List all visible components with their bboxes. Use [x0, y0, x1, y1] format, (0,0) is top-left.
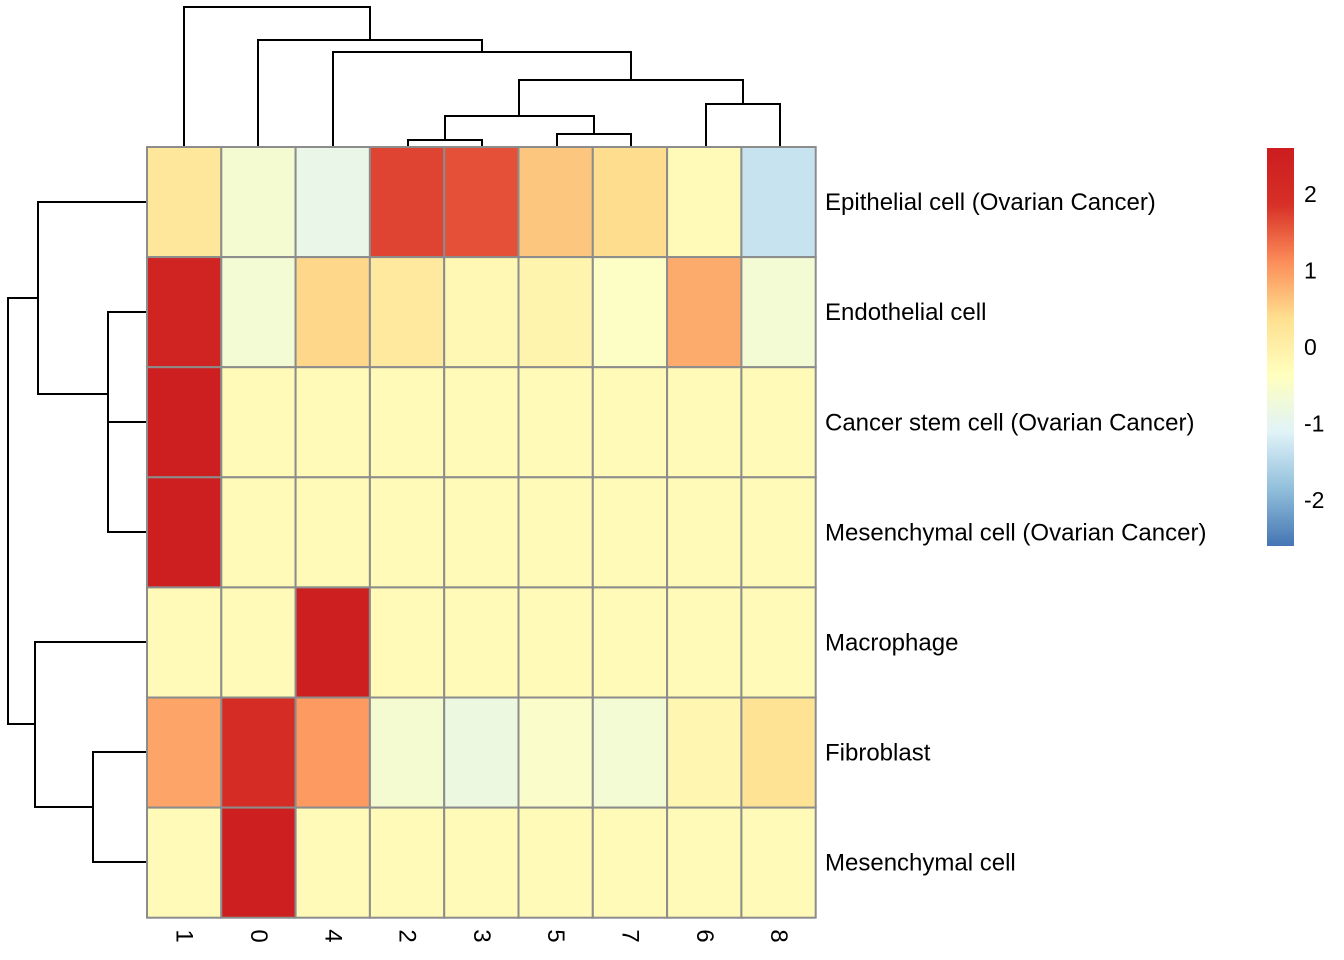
row-dendrogram-lines — [7, 201, 146, 863]
heatmap-cell — [146, 696, 223, 809]
legend-color-bar — [1267, 148, 1294, 546]
legend-tick-label: -1 — [1304, 411, 1324, 437]
heatmap-cell — [443, 366, 520, 479]
heatmap-cell — [666, 256, 743, 369]
heatmap-cell — [740, 476, 817, 589]
heatmap-cell — [591, 586, 669, 699]
heatmap-cell — [146, 586, 223, 699]
column-dendrogram — [183, 6, 781, 146]
heatmap-cell — [666, 696, 743, 809]
column-labels: 1 0 4 2 3 5 7 6 8 — [171, 929, 792, 942]
heatmap-cell — [517, 146, 594, 259]
legend-tick-label: 2 — [1304, 181, 1317, 207]
heatmap-cell — [666, 146, 743, 259]
legend-ticks: 2 1 0 -1 -2 — [1304, 181, 1324, 513]
heatmap-cell — [666, 806, 743, 919]
heatmap-cell — [368, 146, 446, 259]
heatmap-cell — [517, 256, 594, 369]
column-label: 7 — [616, 929, 643, 942]
heatmap-cell — [294, 476, 371, 589]
heatmap-cell — [443, 586, 520, 699]
column-label: 6 — [691, 929, 718, 942]
heatmap-cell — [146, 146, 223, 259]
column-dendrogram-lines — [183, 6, 781, 146]
column-label: 5 — [542, 929, 569, 942]
heatmap-cell — [220, 146, 297, 259]
heatmap-cell — [294, 146, 371, 259]
heatmap-cell — [591, 146, 669, 259]
heatmap-cell — [294, 806, 371, 919]
heatmap-cell — [666, 476, 743, 589]
heatmap-cell — [146, 806, 223, 919]
heatmap-cell — [517, 696, 594, 809]
heatmap-cell — [220, 586, 297, 699]
column-label: 1 — [171, 929, 198, 942]
heatmap-cell — [146, 256, 223, 369]
heatmap-cell — [368, 476, 446, 589]
heatmap-cell — [220, 696, 297, 809]
heatmap-cell — [368, 256, 446, 369]
row-label: Endothelial cell — [825, 299, 986, 326]
heatmap-cell — [220, 806, 297, 919]
legend-tick-label: -2 — [1304, 487, 1324, 513]
heatmap-cell — [517, 476, 594, 589]
heatmap-cell — [368, 366, 446, 479]
heatmap-cell — [666, 586, 743, 699]
heatmap-cell — [368, 696, 446, 809]
row-label: Mesenchymal cell — [825, 850, 1016, 877]
heatmap-cell — [740, 586, 817, 699]
heatmap-cell — [294, 366, 371, 479]
heatmap-cell — [740, 256, 817, 369]
heatmap-cell — [443, 806, 520, 919]
heatmap-cell — [517, 806, 594, 919]
legend-tick-label: 1 — [1304, 258, 1317, 284]
row-label: Macrophage — [825, 629, 958, 656]
row-labels: Epithelial cell (Ovarian Cancer) Endothel… — [825, 189, 1206, 877]
heatmap-cell — [740, 146, 817, 259]
row-label: Cancer stem cell (Ovarian Cancer) — [825, 409, 1194, 436]
row-label: Fibroblast — [825, 740, 931, 767]
heatmap-cell — [220, 256, 297, 369]
heatmap-cell — [368, 806, 446, 919]
heatmap-cell — [220, 476, 297, 589]
heatmap-cell — [740, 366, 817, 479]
heatmap-cell — [740, 806, 817, 919]
color-legend: 2 1 0 -1 -2 — [1267, 148, 1324, 546]
heatmap-cell — [220, 366, 297, 479]
column-label: 8 — [765, 929, 792, 942]
heatmap-cell — [443, 696, 520, 809]
heatmap-cell — [443, 476, 520, 589]
heatmap-cell — [294, 696, 371, 809]
heatmap-cell — [591, 256, 669, 369]
heatmap-cell — [443, 256, 520, 369]
legend-tick-label: 0 — [1304, 334, 1317, 360]
heatmap-cell — [666, 366, 743, 479]
column-label: 3 — [468, 929, 495, 942]
heatmap-cell — [517, 366, 594, 479]
heatmap-cell — [591, 806, 669, 919]
heatmap-cell — [443, 146, 520, 259]
heatmap-cell — [591, 366, 669, 479]
heatmap-cell — [591, 476, 669, 589]
column-label: 2 — [394, 929, 421, 942]
row-label: Mesenchymal cell (Ovarian Cancer) — [825, 519, 1206, 546]
column-label: 4 — [319, 929, 346, 942]
heatmap-cell — [294, 256, 371, 369]
heatmap-cell — [368, 586, 446, 699]
heatmap-cell — [517, 586, 594, 699]
heatmap-cell — [146, 476, 223, 589]
heatmap-cell — [146, 366, 223, 479]
column-label: 0 — [245, 929, 272, 942]
heatmap-cell — [591, 696, 669, 809]
heatmap-cell — [294, 586, 371, 699]
row-label: Epithelial cell (Ovarian Cancer) — [825, 189, 1156, 216]
row-dendrogram — [7, 201, 146, 863]
heatmap-cell — [740, 696, 817, 809]
heatmap-cells — [146, 146, 817, 919]
